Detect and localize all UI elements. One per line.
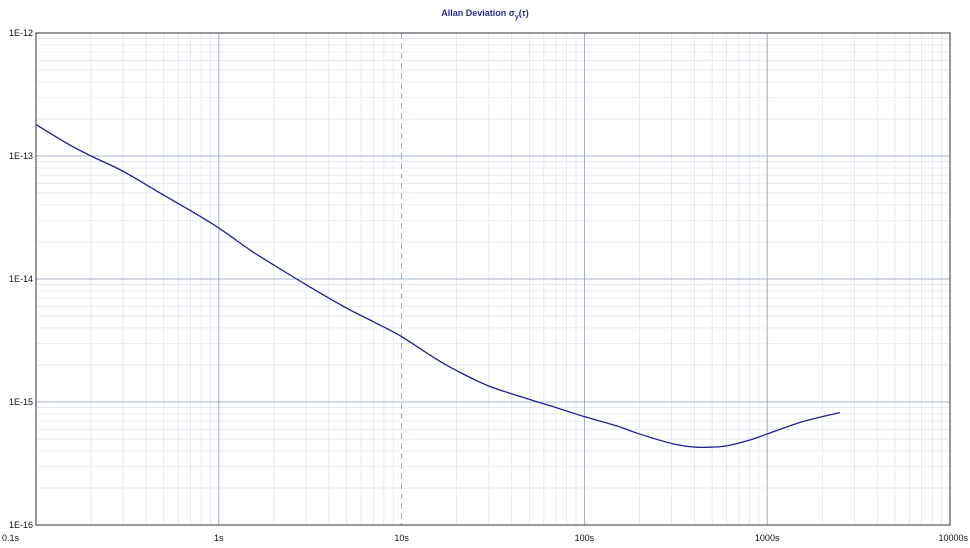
y-tick-label: 1E-16 — [9, 520, 33, 530]
x-tick-label: 1000s — [755, 533, 780, 543]
x-tick-label: 0.1s — [2, 533, 20, 543]
chart-title-subscript: y — [515, 14, 519, 21]
y-tick-label: 1E-15 — [9, 397, 33, 407]
allan-deviation-line — [35, 124, 841, 449]
chart-title-tail: (τ) — [519, 8, 529, 18]
x-tick-label: 10s — [394, 533, 409, 543]
x-tick-labels: 0.1s 1s 10s 100s 1000s 10000s — [2, 533, 968, 543]
plot-frame — [35, 32, 951, 526]
chart-title: Allan Deviation σy(τ) — [441, 8, 529, 21]
x-tick-label: 10000s — [938, 533, 968, 543]
x-tick-label: 1s — [214, 533, 224, 543]
y-tick-label: 1E-14 — [9, 274, 33, 284]
y-tick-labels: 1E-12 1E-13 1E-14 1E-15 1E-16 — [9, 28, 33, 530]
chart-title-main: Allan Deviation σ — [441, 8, 515, 18]
y-tick-label: 1E-13 — [9, 151, 33, 161]
x-tick-label: 100s — [575, 533, 595, 543]
y-tick-label: 1E-12 — [9, 28, 33, 38]
